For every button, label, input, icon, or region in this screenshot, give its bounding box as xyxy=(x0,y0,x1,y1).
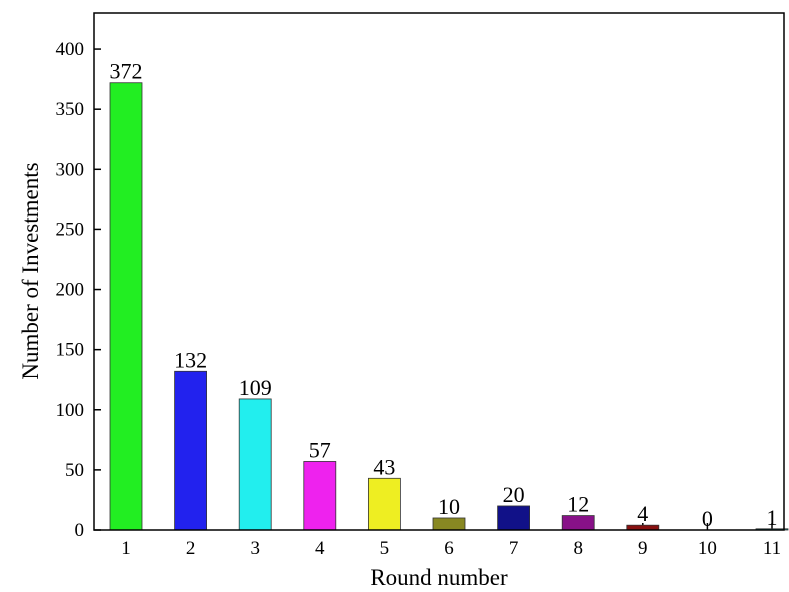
x-tick-label: 9 xyxy=(638,538,648,559)
x-tick-label: 8 xyxy=(573,538,583,559)
bar-round-2 xyxy=(174,370,208,531)
data-label-round-10: 0 xyxy=(702,506,713,531)
x-tick-label: 10 xyxy=(698,538,717,559)
data-label-round-4: 57 xyxy=(309,437,331,462)
data-label-round-9: 4 xyxy=(637,501,648,526)
data-label-round-5: 43 xyxy=(373,454,395,479)
data-label-round-8: 12 xyxy=(567,492,589,517)
data-label-round-1: 372 xyxy=(110,59,143,84)
data-label-round-6: 10 xyxy=(438,494,460,519)
x-tick-label: 7 xyxy=(509,538,519,559)
x-axis-label: Round number xyxy=(370,565,508,590)
x-tick-label: 2 xyxy=(186,538,196,559)
x-tick-label: 11 xyxy=(763,538,781,559)
y-tick-label: 200 xyxy=(56,280,85,301)
bar-round-4 xyxy=(303,461,337,531)
bar-round-3 xyxy=(238,398,272,531)
x-tick-label: 1 xyxy=(121,538,131,559)
y-axis-ticks: 0 50 100 150 200 250 300 350 400 xyxy=(56,39,101,541)
bar-round-6 xyxy=(432,517,466,531)
y-tick-label: 50 xyxy=(65,460,84,481)
y-tick-label: 150 xyxy=(56,340,85,361)
data-label-round-2: 132 xyxy=(174,347,207,372)
y-axis-label: Number of Investments xyxy=(18,162,43,379)
y-tick-label: 300 xyxy=(56,159,85,180)
x-tick-label: 6 xyxy=(444,538,454,559)
data-label-round-7: 20 xyxy=(503,482,525,507)
bar-round-8 xyxy=(561,515,595,531)
y-tick-label: 350 xyxy=(56,99,85,120)
x-tick-label: 4 xyxy=(315,538,325,559)
data-label-round-11: 1 xyxy=(767,505,778,530)
bars xyxy=(109,82,789,531)
data-labels: 372 132 109 57 43 10 20 12 4 0 1 xyxy=(110,59,778,531)
bar-round-7 xyxy=(497,505,531,531)
data-label-round-3: 109 xyxy=(239,375,272,400)
bar-round-1 xyxy=(109,82,143,531)
x-tick-label: 5 xyxy=(380,538,390,559)
y-tick-label: 100 xyxy=(56,400,85,421)
y-tick-label: 400 xyxy=(56,39,85,60)
x-tick-label: 3 xyxy=(250,538,260,559)
y-tick-label: 0 xyxy=(75,520,85,541)
y-tick-label: 250 xyxy=(56,219,85,240)
plot-area-frame xyxy=(93,12,785,531)
bar-round-5 xyxy=(367,477,401,531)
